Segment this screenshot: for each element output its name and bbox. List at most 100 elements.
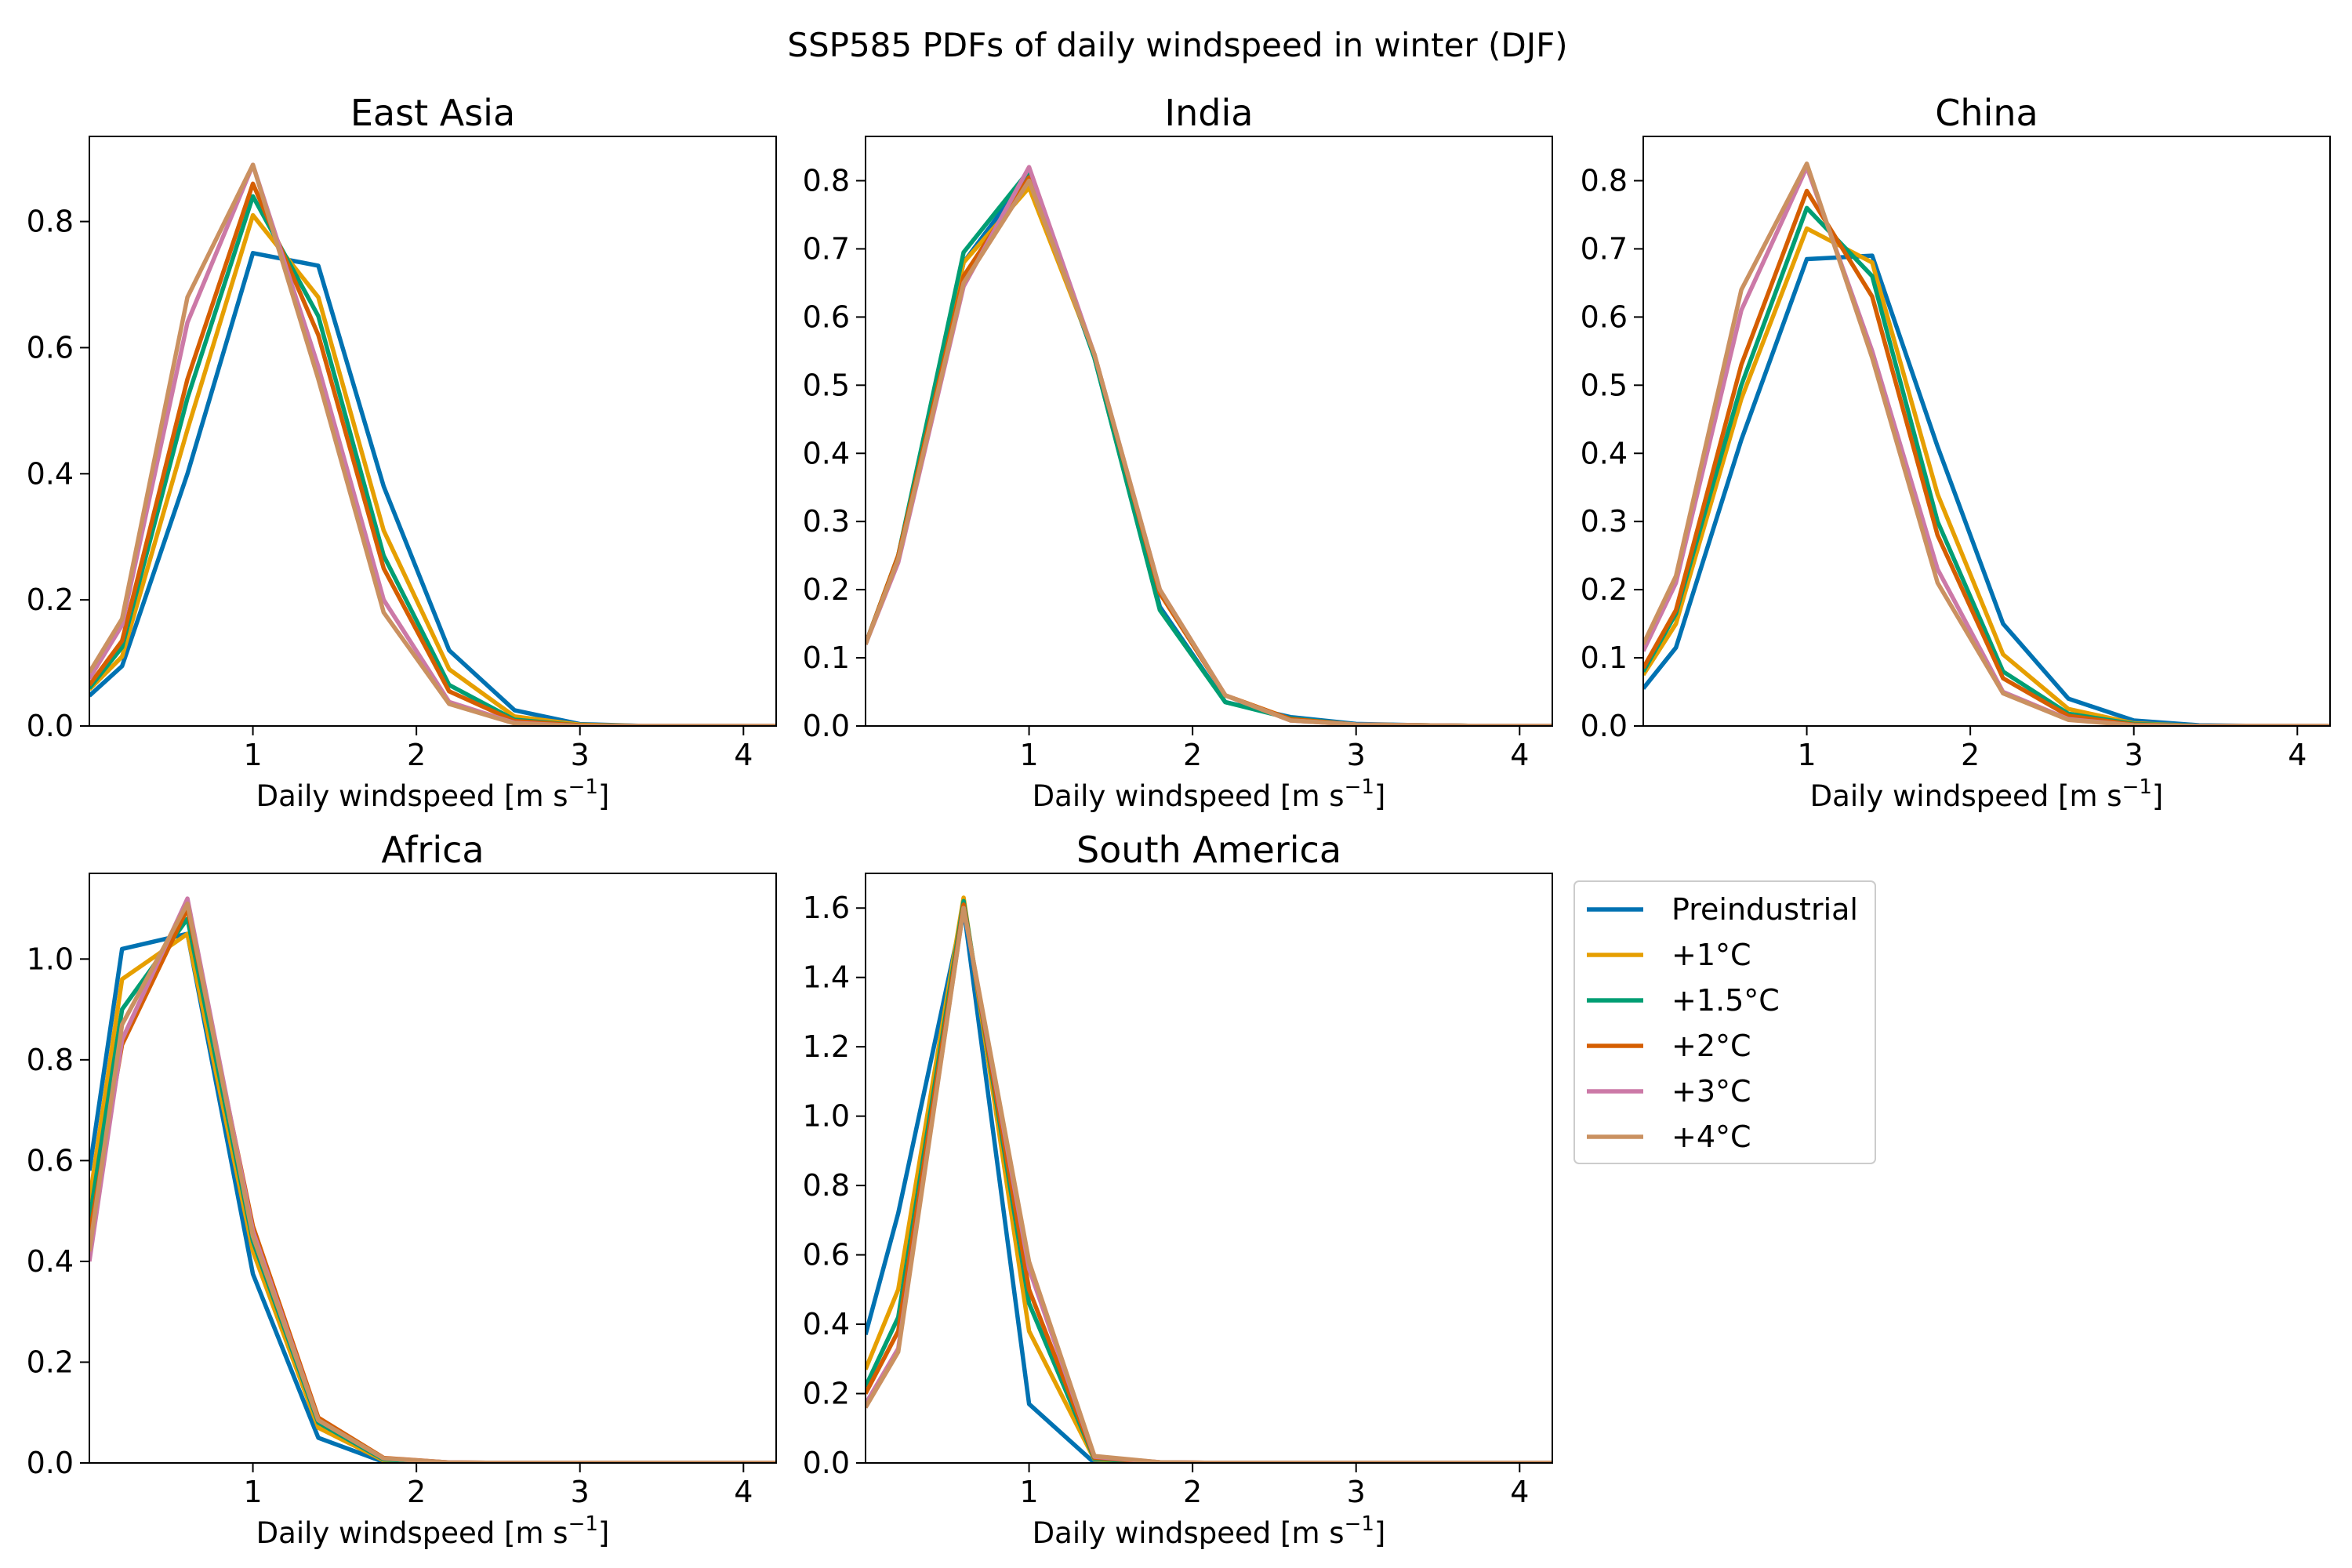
y-tick-label: 0.0 [1581,709,1628,743]
series-line-1-c [89,212,776,726]
y-tick-label: 0.5 [803,368,850,402]
legend-box [1573,880,1876,1164]
panel-title: Africa [381,829,484,871]
series-group [89,162,776,726]
x-tick-label: 4 [734,738,753,772]
x-axis-label: Daily windspeed [m s−1] [256,775,610,813]
y-tick-label: 0.0 [803,1446,850,1480]
y-tick-label: 0.4 [803,436,850,470]
panel-title: East Asia [350,92,515,134]
panel-south-america: South America 1 2 3 4 0.0 0.2 0.4 0.6 0.8 1.0 1.2 1.… [803,829,1553,1550]
legend-entry-1-5-c: +1.5°C [1587,983,1780,1018]
series-group [866,165,1552,726]
x-axis-label: Daily windspeed [m s−1] [1810,775,2164,813]
y-tick-label: 0.5 [1581,368,1628,402]
x-tick-label: 4 [1510,738,1529,772]
x-tick-label: 4 [734,1475,753,1509]
series-line-4-c [89,901,776,1463]
series-line-2-c [89,181,776,726]
x-tick-label: 3 [2125,738,2143,772]
y-tick-label: 0.2 [803,572,850,607]
legend-label: +1.5°C [1671,983,1780,1018]
series-line-preindustrial [866,906,1552,1463]
y-tick-label: 0.0 [27,1446,74,1480]
series-line-2-c [1643,188,2330,726]
panel-india: India 1 2 3 4 0.0 0.1 0.2 0.3 0.4 0.5 0.6 0.7 0.8 Dail… [803,92,1553,813]
axes-frame [89,873,777,1464]
series-line-4-c [866,178,1552,726]
series-line-4-c [89,162,776,726]
series-line-4-c [1643,162,2330,726]
legend-label: Preindustrial [1671,892,1858,927]
series-line-1-5-c [89,194,776,726]
y-tick-label: 1.0 [803,1099,850,1134]
series-line-2-c [89,906,776,1463]
series-line-1-c [1643,226,2330,726]
series-line-1-5-c [89,916,776,1463]
y-tick-label: 0.0 [27,709,74,743]
y-tick-label: 1.2 [803,1029,850,1064]
series-line-preindustrial [89,251,776,726]
y-tick-label: 1.0 [27,942,74,976]
panel-title: India [1165,92,1254,134]
legend-entry-4-c: +4°C [1587,1120,1751,1154]
y-tick-label: 0.8 [803,1168,850,1203]
y-tick-label: 0.1 [1581,641,1628,675]
series-line-1-c [89,931,776,1463]
panel-china: China 1 2 3 4 0.0 0.1 0.2 0.3 0.4 0.5 0.6 0.7 0.8 Dail… [1581,92,2331,813]
y-tick-label: 1.4 [803,960,850,995]
x-tick-label: 2 [1183,1475,1202,1509]
legend-entry-3-c: +3°C [1587,1074,1751,1109]
x-tick-label: 2 [1961,738,1980,772]
y-tick-label: 0.4 [803,1307,850,1341]
series-line-preindustrial [89,931,776,1463]
x-tick-label: 1 [1019,738,1038,772]
series-line-preindustrial [1643,253,2330,726]
panel-title: South America [1076,829,1341,871]
figure-title: SSP585 PDFs of daily windspeed in winter… [787,26,1567,64]
legend-entry-preindustrial: Preindustrial [1587,892,1858,927]
series-line-3-c [89,162,776,726]
series-line-2-c [866,902,1552,1463]
axes-frame [1642,136,2331,727]
y-tick-label: 0.4 [27,1244,74,1279]
y-tick-label: 0.8 [803,164,850,198]
y-tick-label: 0.2 [27,1345,74,1379]
legend-label: +4°C [1671,1120,1751,1154]
y-tick-label: 0.2 [27,583,74,617]
x-tick-label: 2 [407,738,426,772]
y-tick-label: 1.6 [803,891,850,925]
y-tick-label: 0.8 [1581,164,1628,198]
panels: East Asia 1 2 3 4 0.0 0.2 0.4 0.6 0.8 Daily windsp… [27,92,2331,1550]
legend-entry-2-c: +2°C [1587,1029,1751,1063]
y-tick-label: 0.6 [27,330,74,365]
y-tick-label: 0.3 [803,504,850,539]
x-tick-label: 1 [1019,1475,1038,1509]
x-tick-label: 1 [1797,738,1816,772]
series-line-3-c [866,906,1552,1463]
axes-frame [89,136,777,727]
y-tick-label: 0.8 [27,205,74,239]
y-tick-label: 0.6 [803,299,850,334]
legend-label: +1°C [1671,938,1751,972]
x-tick-label: 1 [243,1475,262,1509]
legend-label: +3°C [1671,1074,1751,1109]
x-tick-label: 3 [1347,738,1366,772]
series-line-3-c [866,165,1552,726]
x-axis-label: Daily windspeed [m s−1] [1033,775,1386,813]
series-group [866,895,1552,1463]
y-tick-label: 0.7 [1581,231,1628,266]
series-group [89,896,776,1463]
y-tick-label: 0.4 [27,456,74,491]
y-tick-label: 0.1 [803,641,850,675]
y-tick-label: 0.2 [803,1377,850,1411]
y-tick-label: 0.0 [803,709,850,743]
x-tick-label: 3 [571,1475,590,1509]
panel-africa: Africa 1 2 3 4 0.0 0.2 0.4 0.6 0.8 1.0 Daily windsp… [27,829,777,1550]
x-tick-label: 1 [243,738,262,772]
y-tick-label: 0.6 [803,1238,850,1272]
y-tick-label: 0.6 [1581,299,1628,334]
series-line-1-5-c [866,898,1552,1463]
y-tick-label: 0.7 [803,231,850,266]
